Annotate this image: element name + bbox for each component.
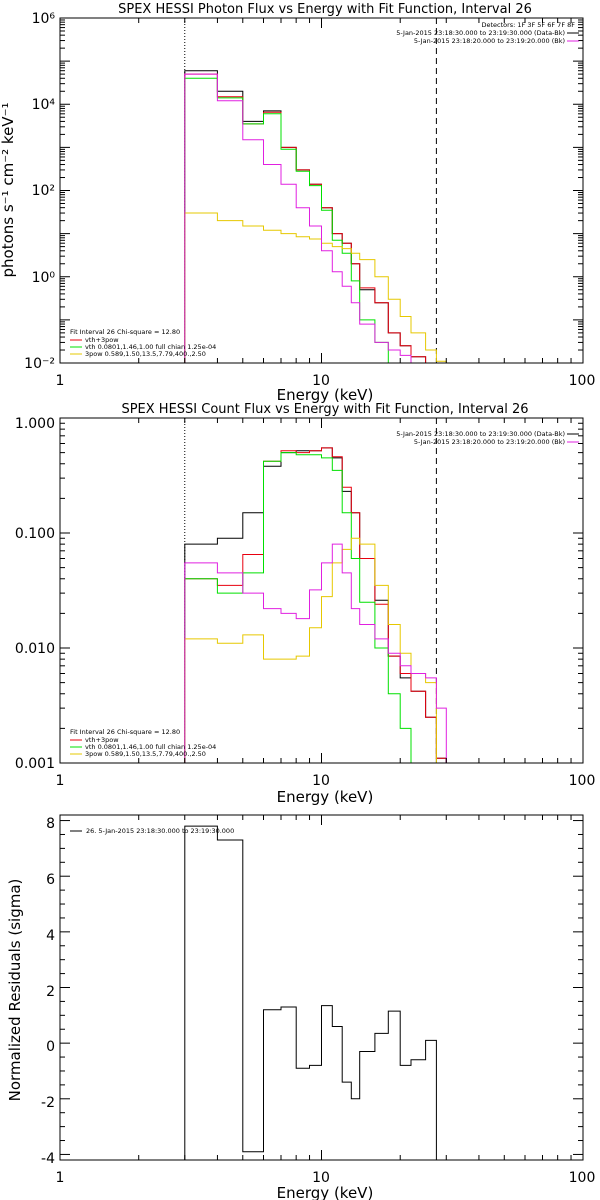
x-tick-label: 1: [56, 1170, 65, 1186]
series-line-bk: [184, 543, 447, 763]
x-tick-label: 100: [569, 1170, 596, 1186]
y-axis-label: Normalized Residuals (sigma): [6, 879, 24, 1102]
series-line-bk: [184, 73, 447, 364]
axis-ticks: [59, 18, 583, 364]
legend-detectors: Detectors: 1F 3F 5F 6F 7F 8F: [481, 21, 575, 29]
x-axis-label: Energy (keV): [277, 386, 374, 404]
legend-entry-vth: vth 0.0801,1.46,1.00 full chian 1.25e-04: [85, 743, 216, 751]
legend-entry-total: vth+3pow: [85, 336, 119, 344]
photon-flux-panel: SPEX HESSI Photon Flux vs Energy with Fi…: [0, 2, 595, 404]
series-line-vth: [184, 452, 447, 764]
y-tick-label: 0.010: [15, 641, 55, 657]
x-tick-label: 10: [312, 1170, 330, 1186]
series-line-3pow: [184, 537, 447, 764]
residuals-panel: Energy (keV) Normalized Residuals (sigma…: [6, 814, 596, 1200]
x-tick-label: 10: [312, 773, 330, 789]
y-tick-label: 0.001: [15, 756, 55, 772]
x-tick-label: 100: [569, 373, 596, 389]
plot-marks: [184, 418, 447, 764]
x-axis-label: Energy (keV): [277, 1184, 374, 1200]
legend-entry-total: vth+3pow: [85, 736, 119, 744]
y-tick-label: 10⁻²: [24, 356, 55, 372]
y-tick-label: 10⁰: [32, 270, 56, 286]
plot-frame: [59, 17, 584, 364]
series-line-vth-3pow: [184, 447, 447, 763]
legend-entry-residuals: 26. 5-Jan-2015 23:18:30.000 to 23:19:30.…: [86, 827, 234, 835]
y-tick-label: 8: [46, 816, 55, 832]
legend-entry-background: 5-Jan-2015 23:18:20.000 to 23:19:20.000 …: [414, 37, 565, 45]
series-line-3pow: [184, 212, 447, 363]
series-line-data-bk: [184, 447, 447, 763]
x-axis-label: Energy (keV): [277, 788, 374, 806]
axis-ticks: [59, 815, 583, 1160]
legend-fit-interval: Fit Interval 26 Chi-square = 12.80: [70, 728, 180, 736]
legend-entry-vth: vth 0.0801,1.46,1.00 full chian 1.25e-04: [85, 343, 216, 351]
count-flux-panel: SPEX HESSI Count Flux vs Energy with Fit…: [15, 402, 595, 806]
legend-fit-interval: Fit Interval 26 Chi-square = 12.80: [70, 328, 180, 336]
x-tick-label: 100: [569, 773, 596, 789]
plot-marks: [184, 18, 447, 364]
series-line-vth: [184, 77, 447, 364]
x-tick-label: 10: [312, 373, 330, 389]
y-tick-label: 4: [46, 928, 55, 944]
legend-entry-data: 5-Jan-2015 23:18:30.000 to 23:19:30.000 …: [396, 430, 565, 438]
legend-entry-3pow: 3pow 0.589,1.50,13.5,7.79,400.,2.50: [85, 350, 206, 358]
plot-frame: [59, 417, 584, 764]
y-tick-label: 6: [46, 872, 55, 888]
x-tick-label: 1: [56, 373, 65, 389]
y-tick-label: 2: [46, 984, 55, 1000]
plot-marks: [184, 825, 437, 1160]
series-line-data-bk: [184, 70, 447, 364]
y-tick-label: -4: [41, 1151, 55, 1167]
y-tick-label: 10⁴: [32, 97, 56, 113]
y-axis-label: photons s⁻¹ cm⁻² keV⁻¹: [0, 103, 17, 278]
chart-title: SPEX HESSI Count Flux vs Energy with Fit…: [121, 402, 528, 417]
legend-entry-data: 5-Jan-2015 23:18:30.000 to 23:19:30.000 …: [396, 29, 565, 37]
x-tick-label: 1: [56, 773, 65, 789]
y-tick-label: 1.000: [15, 416, 55, 432]
axis-ticks: [59, 418, 583, 764]
y-tick-label: 10²: [32, 183, 55, 199]
y-tick-label: -2: [41, 1095, 55, 1111]
y-tick-label: 0.100: [15, 526, 55, 542]
legend-entry-3pow: 3pow 0.589,1.50,13.5,7.79,400.,2.50: [85, 750, 206, 758]
series-line-vth-3pow: [184, 73, 447, 364]
series-line-residuals: [184, 825, 437, 1160]
plot-frame: [59, 814, 584, 1161]
legend-entry-background: 5-Jan-2015 23:18:20.000 to 23:19:20.000 …: [414, 438, 565, 446]
y-tick-label: 10⁶: [32, 11, 56, 27]
chart-title: SPEX HESSI Photon Flux vs Energy with Fi…: [118, 2, 532, 17]
y-tick-label: 0: [46, 1039, 55, 1055]
